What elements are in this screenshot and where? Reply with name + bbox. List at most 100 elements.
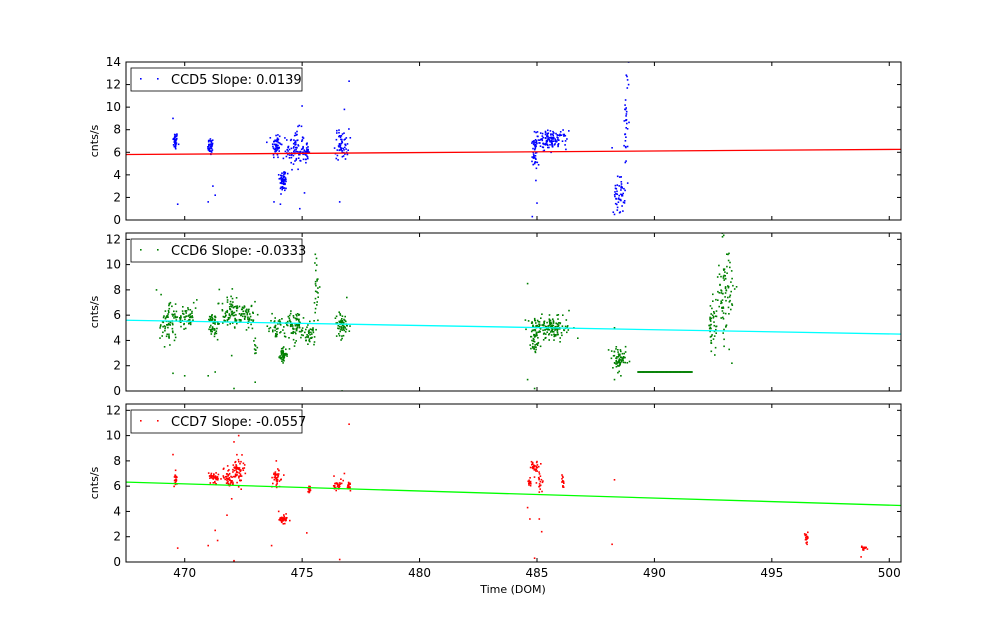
data-point [339, 314, 342, 316]
data-point [247, 309, 250, 312]
data-point [313, 343, 315, 346]
data-point [618, 198, 621, 201]
data-point [173, 310, 175, 313]
data-point [554, 140, 556, 142]
data-point [217, 322, 219, 324]
data-point [621, 357, 624, 360]
data-point [623, 200, 626, 202]
data-point [280, 331, 282, 333]
data-point [552, 134, 554, 137]
data-point [552, 138, 554, 140]
data-point [280, 350, 282, 353]
data-point [532, 340, 535, 342]
data-point [230, 354, 233, 357]
data-point [804, 534, 806, 537]
data-point [236, 471, 238, 473]
data-point [348, 128, 350, 130]
data-point [349, 482, 351, 485]
data-point [241, 454, 243, 456]
data-point [207, 201, 209, 203]
data-point [172, 323, 174, 326]
data-point [559, 322, 562, 324]
data-point [717, 290, 719, 293]
data-point [541, 324, 543, 326]
data-point [172, 313, 175, 316]
data-point [296, 139, 299, 141]
data-point [295, 313, 297, 316]
data-point [250, 323, 252, 326]
data-point [282, 177, 285, 179]
data-point [295, 146, 297, 149]
data-point [627, 83, 630, 86]
data-point [245, 329, 248, 331]
data-point [281, 517, 283, 520]
data-point [274, 329, 276, 332]
data-point [280, 182, 282, 184]
data-point [174, 315, 177, 318]
data-point [861, 545, 863, 548]
data-point [545, 333, 547, 335]
data-point [298, 313, 301, 316]
data-point [175, 135, 178, 138]
data-point [211, 328, 214, 330]
data-point [341, 315, 344, 317]
data-point [286, 324, 289, 327]
data-point [283, 357, 285, 359]
data-point [298, 330, 301, 333]
data-point [300, 148, 303, 151]
data-point [624, 351, 627, 353]
data-point [293, 151, 295, 153]
data-point [295, 323, 298, 326]
data-point [620, 193, 622, 196]
data-point [806, 543, 808, 546]
data-point [242, 462, 245, 465]
data-point [709, 326, 712, 329]
data-point [710, 339, 712, 342]
data-point [527, 320, 530, 322]
data-point [282, 362, 284, 364]
data-point [709, 336, 712, 338]
data-point [538, 485, 541, 488]
data-point [536, 470, 538, 472]
data-point [221, 309, 224, 312]
data-point [315, 328, 317, 331]
data-point [317, 319, 319, 322]
data-point [218, 288, 221, 291]
data-point [298, 321, 301, 323]
y-tick-label: 6 [113, 479, 121, 493]
data-point [172, 372, 174, 375]
data-point [619, 359, 622, 361]
data-point [535, 465, 538, 468]
data-point [619, 363, 621, 366]
data-point [728, 301, 731, 303]
x-tick-label: 490 [643, 566, 666, 580]
data-point [537, 337, 539, 339]
data-point [304, 150, 307, 153]
data-point [709, 318, 711, 320]
data-point [553, 144, 556, 146]
data-point [724, 312, 727, 315]
data-point [231, 310, 234, 313]
data-point [805, 542, 807, 544]
data-point [168, 323, 171, 326]
data-point [295, 340, 297, 342]
data-point [220, 478, 222, 480]
data-point [732, 284, 734, 287]
data-point [234, 319, 236, 322]
data-point [721, 302, 723, 304]
data-point [723, 269, 725, 271]
data-point [174, 333, 177, 336]
data-point [710, 350, 713, 353]
data-point [223, 467, 225, 470]
data-point [209, 317, 212, 320]
data-point [620, 183, 623, 185]
data-point [529, 344, 531, 346]
data-point [619, 349, 622, 351]
data-point [236, 474, 238, 476]
data-point [226, 299, 229, 301]
data-point [610, 357, 613, 360]
data-point [189, 321, 192, 324]
data-point [568, 130, 570, 132]
data-point [551, 324, 553, 327]
data-point [228, 306, 231, 308]
